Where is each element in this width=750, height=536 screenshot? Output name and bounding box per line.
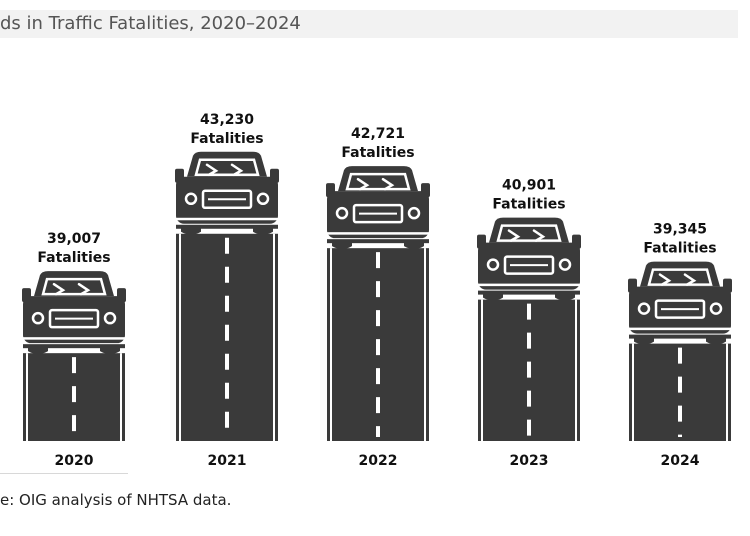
car-wiper-right — [77, 282, 91, 296]
x-tick-label-2020: 2020 — [55, 453, 94, 469]
car-grille — [352, 203, 404, 224]
car-wiper-right — [381, 177, 395, 191]
data-label-unit-2022: Fatalities — [341, 145, 414, 161]
car-windshield — [496, 224, 562, 242]
car-grille — [201, 189, 253, 210]
car-roof — [640, 261, 720, 287]
car-wheel-left — [181, 227, 201, 235]
car-roof — [34, 271, 114, 297]
car-headlight-left — [335, 206, 349, 220]
car-headlight-right — [103, 311, 117, 325]
car-wiper-right — [683, 273, 697, 286]
car-roof — [489, 217, 569, 243]
car-wheel-left — [28, 347, 48, 355]
car-wheel-right — [404, 242, 424, 250]
car-grille — [503, 255, 555, 275]
car-wheel-left — [483, 293, 503, 301]
chart-title: ds in Traffic Fatalities, 2020–2024 — [0, 13, 301, 34]
car-grille — [654, 299, 706, 319]
car-headlight-left — [637, 302, 651, 315]
x-tick-label-2023: 2023 — [510, 453, 549, 469]
car-bumper — [23, 344, 125, 349]
data-label-2020: 39,007 — [47, 231, 101, 247]
car-bumper-line — [23, 337, 125, 340]
bar-2022: 42,721 Fatalities 2022 — [326, 126, 430, 469]
car-headlight-left — [184, 192, 198, 206]
car-bumper-line — [327, 232, 429, 235]
car-wheel-left — [332, 242, 352, 250]
car-roof — [338, 166, 418, 192]
car-headlight-right — [407, 206, 421, 220]
car-headlight-right — [256, 192, 270, 206]
footer-divider — [0, 473, 128, 474]
data-label-2022: 42,721 — [351, 126, 405, 142]
car-wiper-left — [356, 177, 370, 191]
bar-2020: 39,007 Fatalities 2020 — [22, 231, 126, 469]
car-headlight-left — [31, 311, 45, 325]
car-grille — [48, 308, 100, 329]
car-wheel-right — [706, 337, 726, 345]
data-label-unit-2023: Fatalities — [492, 197, 565, 213]
car-wiper-left — [658, 273, 672, 286]
data-label-2024: 39,345 — [653, 222, 707, 238]
car-bumper — [629, 334, 731, 339]
car-windshield — [345, 172, 411, 191]
car-bumper-line — [478, 283, 580, 287]
x-tick-label-2024: 2024 — [661, 453, 700, 469]
data-label-unit-2020: Fatalities — [37, 250, 110, 266]
data-label-unit-2021: Fatalities — [190, 131, 263, 147]
x-tick-label-2021: 2021 — [208, 453, 247, 469]
car-wheel-right — [555, 293, 575, 301]
car-wiper-right — [532, 229, 546, 242]
x-tick-label-2022: 2022 — [359, 453, 398, 469]
title-bar — [0, 10, 738, 38]
car-windshield — [41, 277, 107, 296]
car-bumper-line — [176, 217, 278, 221]
car-wiper-left — [507, 229, 521, 242]
source-note: e: OIG analysis of NHTSA data. — [0, 491, 232, 509]
car-headlight-right — [709, 302, 723, 315]
bar-2023: 40,901 Fatalities 2023 — [477, 178, 581, 469]
data-label-unit-2024: Fatalities — [643, 241, 716, 257]
car-wiper-left — [52, 282, 66, 296]
car-bumper — [327, 239, 429, 244]
car-bumper — [176, 224, 278, 229]
car-windshield — [194, 158, 260, 177]
car-bumper — [478, 290, 580, 295]
car-wiper-left — [205, 163, 219, 177]
bar-2021: 43,230 Fatalities 2021 — [175, 112, 279, 469]
car-wheel-right — [100, 347, 120, 355]
data-label-2021: 43,230 — [200, 112, 254, 128]
car-roof — [187, 151, 267, 177]
car-bumper-line — [629, 327, 731, 331]
bar-2024: 39,345 Fatalities 2024 — [628, 222, 732, 469]
car-windshield — [647, 268, 713, 286]
car-wiper-right — [230, 163, 244, 177]
car-headlight-left — [486, 258, 500, 271]
data-label-2023: 40,901 — [502, 178, 556, 194]
car-wheel-right — [253, 227, 273, 235]
car-headlight-right — [558, 258, 572, 271]
car-wheel-left — [634, 337, 654, 345]
